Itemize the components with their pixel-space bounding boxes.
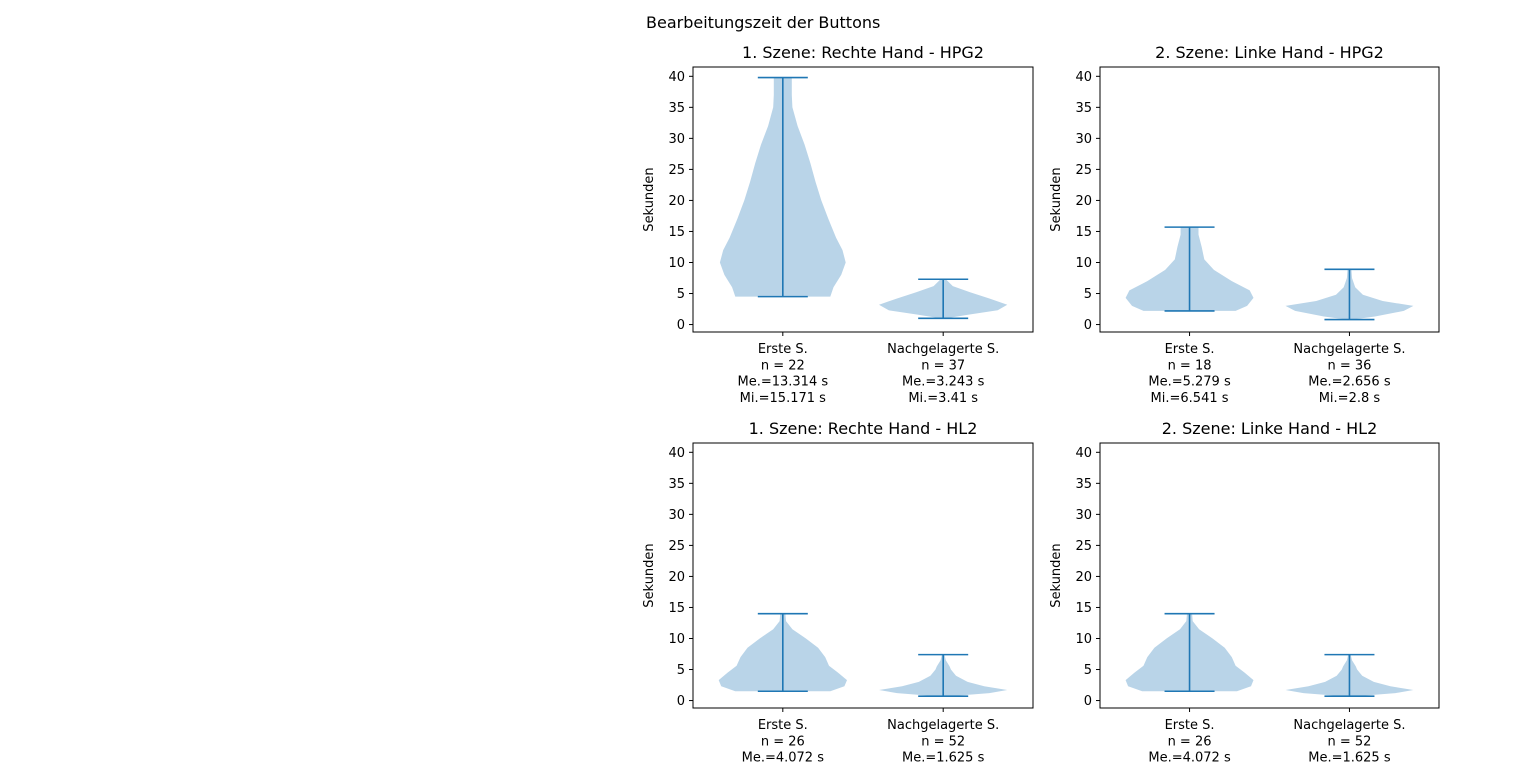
violin-panel-3: Erste S. n = 26 Me.=4.072 s Nachgelagerte S…	[642, 419, 1034, 762]
y-tick-label-4-35: 35	[1075, 477, 1092, 492]
y-tick-label-3-10: 10	[668, 632, 685, 647]
figure-title: Bearbeitungszeit der Buttons	[646, 13, 880, 32]
y-tick-label-3-25: 25	[668, 539, 685, 554]
category-label-1-1: Erste S. n = 22 Me.=13.314 s Mi.=15.171 s	[737, 342, 828, 406]
y-tick-label-4-30: 30	[1075, 508, 1092, 523]
y-tick-label-2-5: 5	[1084, 287, 1092, 302]
y-tick-label-1-35: 35	[668, 101, 685, 116]
panel-title-3: 1. Szene: Rechte Hand - HL2	[749, 419, 978, 438]
y-tick-label-4-0: 0	[1084, 694, 1092, 709]
y-tick-label-4-20: 20	[1075, 570, 1092, 585]
y-tick-label-1-5: 5	[677, 287, 685, 302]
y-tick-label-2-0: 0	[1084, 318, 1092, 333]
y-tick-label-4-5: 5	[1084, 663, 1092, 678]
y-tick-label-3-5: 5	[677, 663, 685, 678]
y-tick-label-2-40: 40	[1075, 70, 1092, 85]
category-label-2-2: Nachgelagerte S. n = 36 Me.=2.656 s Mi.=2.8…	[1293, 342, 1405, 406]
y-tick-label-1-20: 20	[668, 194, 685, 209]
y-axis-label-1: Sekunden	[642, 167, 657, 231]
y-tick-label-2-10: 10	[1075, 256, 1092, 271]
y-tick-label-4-10: 10	[1075, 632, 1092, 647]
plot-frame-2	[1099, 66, 1440, 333]
violin-panel-1: Erste S. n = 22 Me.=13.314 s Mi.=15.171 s Na…	[642, 43, 1034, 406]
y-tick-label-1-40: 40	[668, 70, 685, 85]
y-tick-label-2-25: 25	[1075, 163, 1092, 178]
y-axis-label-4: Sekunden	[1049, 543, 1064, 607]
y-axis-label-3: Sekunden	[642, 543, 657, 607]
y-tick-label-3-40: 40	[668, 446, 685, 461]
panel-title-2: 2. Szene: Linke Hand - HPG2	[1155, 43, 1384, 62]
y-tick-label-1-0: 0	[677, 318, 685, 333]
y-tick-label-4-25: 25	[1075, 539, 1092, 554]
category-label-1-2: Nachgelagerte S. n = 37 Me.=3.243 s Mi.=3.4…	[887, 342, 999, 406]
category-label-4-1: Erste S. n = 26 Me.=4.072 s	[1148, 718, 1231, 762]
y-tick-label-1-25: 25	[668, 163, 685, 178]
category-label-3-1: Erste S. n = 26 Me.=4.072 s	[742, 718, 825, 762]
y-tick-label-3-30: 30	[668, 508, 685, 523]
y-tick-label-3-20: 20	[668, 570, 685, 585]
y-tick-label-2-20: 20	[1075, 194, 1092, 209]
y-tick-label-2-15: 15	[1075, 225, 1092, 240]
violin-panel-4: Erste S. n = 26 Me.=4.072 s Nachgelagerte S…	[1049, 419, 1440, 762]
plot-frame-4	[1099, 442, 1440, 709]
y-tick-label-1-15: 15	[668, 225, 685, 240]
category-label-4-2: Nachgelagerte S. n = 52 Me.=1.625 s	[1293, 718, 1405, 762]
y-tick-label-4-15: 15	[1075, 601, 1092, 616]
y-tick-label-3-15: 15	[668, 601, 685, 616]
plot-frame-1	[692, 66, 1034, 333]
plot-frame-3	[692, 442, 1034, 709]
violin-panel-2: Erste S. n = 18 Me.=5.279 s Mi.=6.541 s Nach…	[1049, 43, 1440, 406]
y-axis-label-2: Sekunden	[1049, 167, 1064, 231]
y-tick-label-1-10: 10	[668, 256, 685, 271]
y-tick-label-4-40: 40	[1075, 446, 1092, 461]
y-tick-label-3-35: 35	[668, 477, 685, 492]
y-tick-label-2-30: 30	[1075, 132, 1092, 147]
y-tick-label-2-35: 35	[1075, 101, 1092, 116]
category-label-3-2: Nachgelagerte S. n = 52 Me.=1.625 s	[887, 718, 999, 762]
panel-title-1: 1. Szene: Rechte Hand - HPG2	[742, 43, 984, 62]
panel-title-4: 2. Szene: Linke Hand - HL2	[1162, 419, 1378, 438]
y-tick-label-3-0: 0	[677, 694, 685, 709]
y-tick-label-1-30: 30	[668, 132, 685, 147]
category-label-2-1: Erste S. n = 18 Me.=5.279 s Mi.=6.541 s	[1148, 342, 1231, 406]
